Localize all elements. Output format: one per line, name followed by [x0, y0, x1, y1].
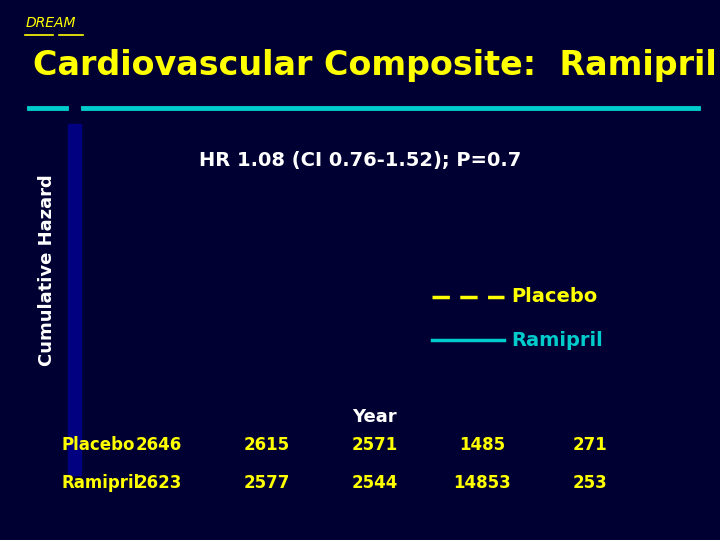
Text: HR 1.08 (CI 0.76-1.52); P=0.7: HR 1.08 (CI 0.76-1.52); P=0.7 — [199, 151, 521, 170]
Text: 1485: 1485 — [459, 436, 505, 455]
Text: Placebo: Placebo — [511, 287, 598, 307]
Text: 2646: 2646 — [135, 436, 181, 455]
Text: 2623: 2623 — [135, 474, 181, 492]
Text: 271: 271 — [573, 436, 608, 455]
Text: 253: 253 — [573, 474, 608, 492]
Text: Ramipril: Ramipril — [61, 474, 140, 492]
Text: Year: Year — [352, 408, 397, 426]
Text: Cumulative Hazard: Cumulative Hazard — [37, 174, 56, 366]
Text: 14853: 14853 — [454, 474, 511, 492]
Text: 2615: 2615 — [243, 436, 289, 455]
Text: Cardiovascular Composite:  Ramipril: Cardiovascular Composite: Ramipril — [32, 49, 716, 82]
Text: 2571: 2571 — [351, 436, 397, 455]
Text: Ramipril: Ramipril — [511, 330, 603, 350]
Text: Placebo: Placebo — [61, 436, 135, 455]
Text: 2577: 2577 — [243, 474, 289, 492]
Text: DREAM: DREAM — [25, 16, 76, 30]
Text: 2544: 2544 — [351, 474, 397, 492]
